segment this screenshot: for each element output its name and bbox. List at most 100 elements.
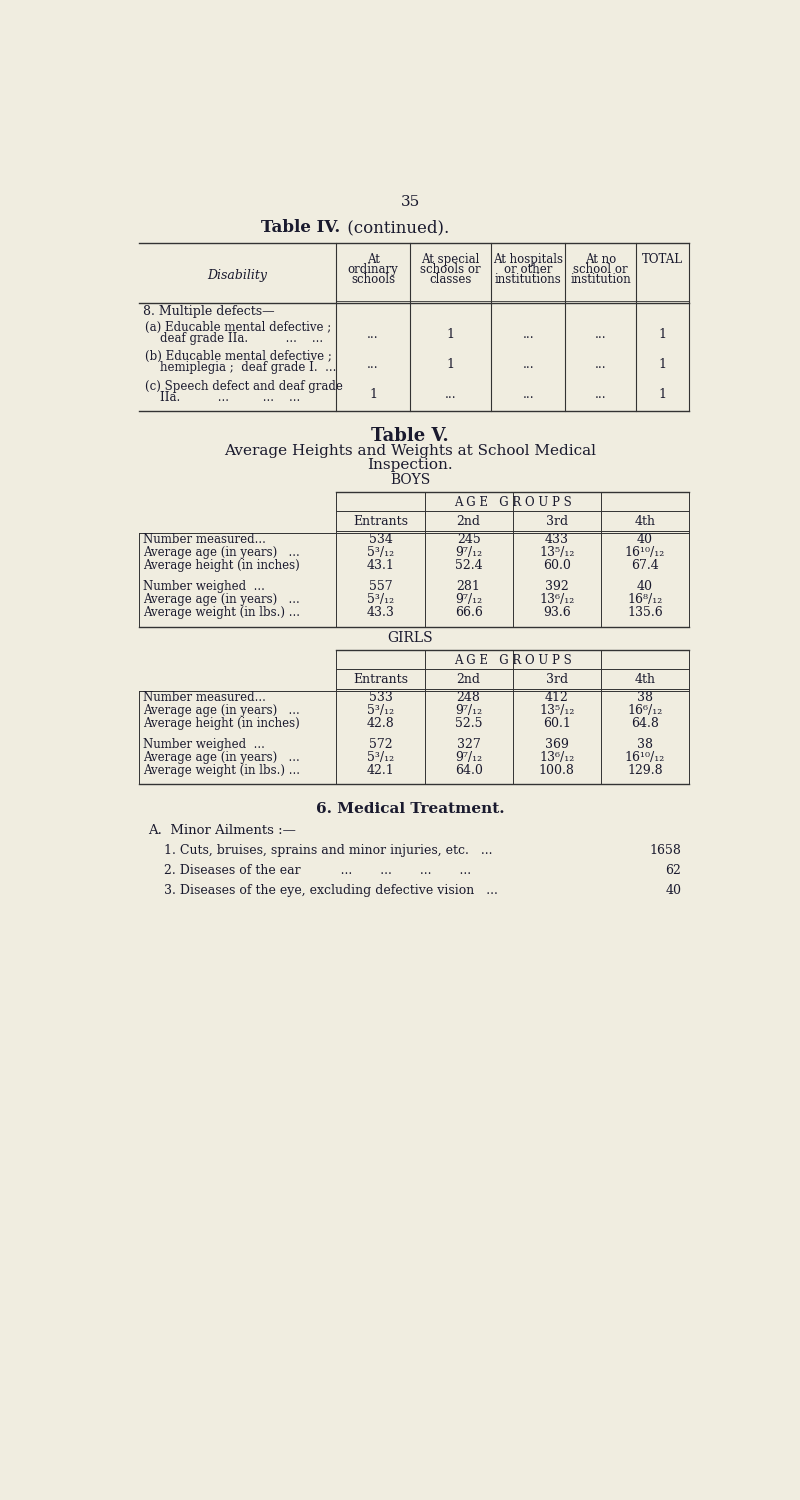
Text: 6. Medical Treatment.: 6. Medical Treatment. — [316, 802, 504, 816]
Text: 4th: 4th — [634, 674, 655, 686]
Text: Number weighed  ...: Number weighed ... — [142, 738, 265, 750]
Text: 3. Diseases of the eye, excluding defective vision   ...: 3. Diseases of the eye, excluding defect… — [163, 884, 498, 897]
Text: 40: 40 — [637, 579, 653, 592]
Text: Entrants: Entrants — [353, 674, 408, 686]
Text: 16⁶/₁₂: 16⁶/₁₂ — [627, 704, 662, 717]
Text: 9⁷/₁₂: 9⁷/₁₂ — [455, 750, 482, 764]
Text: institutions: institutions — [495, 273, 562, 286]
Text: 60.1: 60.1 — [543, 717, 570, 729]
Text: 369: 369 — [545, 738, 569, 750]
Text: 43.3: 43.3 — [366, 606, 394, 619]
Text: Average age (in years)   ...: Average age (in years) ... — [142, 592, 299, 606]
Text: 52.4: 52.4 — [454, 560, 482, 572]
Text: schools or: schools or — [420, 262, 481, 276]
Text: 52.5: 52.5 — [455, 717, 482, 729]
Text: A G E   G R O U P S: A G E G R O U P S — [454, 496, 571, 508]
Text: 9⁷/₁₂: 9⁷/₁₂ — [455, 546, 482, 560]
Text: 16⁸/₁₂: 16⁸/₁₂ — [627, 592, 662, 606]
Text: ...: ... — [595, 388, 606, 402]
Text: 135.6: 135.6 — [627, 606, 662, 619]
Text: 13⁵/₁₂: 13⁵/₁₂ — [539, 546, 574, 560]
Text: institution: institution — [570, 273, 631, 286]
Text: 42.8: 42.8 — [366, 717, 394, 729]
Text: 13⁶/₁₂: 13⁶/₁₂ — [539, 592, 574, 606]
Text: 412: 412 — [545, 690, 569, 703]
Text: 64.8: 64.8 — [631, 717, 659, 729]
Text: 3rd: 3rd — [546, 674, 568, 686]
Text: Average weight (in lbs.) ...: Average weight (in lbs.) ... — [142, 764, 300, 777]
Text: 2nd: 2nd — [457, 674, 481, 686]
Text: (c) Speech defect and deaf grade: (c) Speech defect and deaf grade — [145, 380, 343, 393]
Text: 16¹⁰/₁₂: 16¹⁰/₁₂ — [625, 546, 665, 560]
Text: 572: 572 — [369, 738, 392, 750]
Text: GIRLS: GIRLS — [387, 632, 433, 645]
Text: ...: ... — [367, 357, 379, 370]
Text: (b) Educable mental defective ;: (b) Educable mental defective ; — [145, 350, 332, 363]
Text: 35: 35 — [400, 195, 420, 208]
Text: 1658: 1658 — [650, 844, 682, 856]
Text: 281: 281 — [457, 579, 481, 592]
Text: At no: At no — [585, 254, 616, 266]
Text: 38: 38 — [637, 690, 653, 703]
Text: 40: 40 — [637, 532, 653, 546]
Text: 1: 1 — [369, 388, 377, 402]
Text: At hospitals: At hospitals — [493, 254, 563, 266]
Text: schools: schools — [351, 273, 395, 286]
Text: (continued).: (continued). — [342, 219, 449, 236]
Text: 40: 40 — [666, 884, 682, 897]
Text: IIa.          ...         ...    ...: IIa. ... ... ... — [145, 392, 300, 405]
Text: or other: or other — [504, 262, 552, 276]
Text: TOTAL: TOTAL — [642, 254, 683, 266]
Text: 5³/₁₂: 5³/₁₂ — [367, 750, 394, 764]
Text: 9⁷/₁₂: 9⁷/₁₂ — [455, 592, 482, 606]
Text: 1: 1 — [658, 357, 666, 370]
Text: 43.1: 43.1 — [366, 560, 394, 572]
Text: ...: ... — [522, 357, 534, 370]
Text: Number measured...: Number measured... — [142, 690, 266, 703]
Text: 3rd: 3rd — [546, 516, 568, 528]
Text: Average Heights and Weights at School Medical: Average Heights and Weights at School Me… — [224, 444, 596, 458]
Text: 16¹⁰/₁₂: 16¹⁰/₁₂ — [625, 750, 665, 764]
Text: school or: school or — [574, 262, 628, 276]
Text: 42.1: 42.1 — [366, 764, 394, 777]
Text: ...: ... — [595, 328, 606, 342]
Text: Disability: Disability — [207, 268, 267, 282]
Text: 67.4: 67.4 — [631, 560, 658, 572]
Text: 557: 557 — [369, 579, 392, 592]
Text: 5³/₁₂: 5³/₁₂ — [367, 704, 394, 717]
Text: 533: 533 — [369, 690, 392, 703]
Text: 129.8: 129.8 — [627, 764, 662, 777]
Text: Average weight (in lbs.) ...: Average weight (in lbs.) ... — [142, 606, 300, 619]
Text: 1: 1 — [658, 328, 666, 342]
Text: 4th: 4th — [634, 516, 655, 528]
Text: ...: ... — [445, 388, 457, 402]
Text: ...: ... — [595, 357, 606, 370]
Text: 13⁶/₁₂: 13⁶/₁₂ — [539, 750, 574, 764]
Text: BOYS: BOYS — [390, 474, 430, 488]
Text: 38: 38 — [637, 738, 653, 750]
Text: 60.0: 60.0 — [543, 560, 570, 572]
Text: hemiplegia ;  deaf grade I.  ...: hemiplegia ; deaf grade I. ... — [145, 362, 336, 375]
Text: deaf grade IIa.          ...    ...: deaf grade IIa. ... ... — [145, 332, 323, 345]
Text: ...: ... — [522, 388, 534, 402]
Text: 64.0: 64.0 — [454, 764, 482, 777]
Text: 5³/₁₂: 5³/₁₂ — [367, 546, 394, 560]
Text: 62: 62 — [666, 864, 682, 877]
Text: 13⁵/₁₂: 13⁵/₁₂ — [539, 704, 574, 717]
Text: 66.6: 66.6 — [454, 606, 482, 619]
Text: Number weighed  ...: Number weighed ... — [142, 579, 265, 592]
Text: 433: 433 — [545, 532, 569, 546]
Text: 1. Cuts, bruises, sprains and minor injuries, etc.   ...: 1. Cuts, bruises, sprains and minor inju… — [163, 844, 492, 856]
Text: 245: 245 — [457, 532, 481, 546]
Text: ...: ... — [367, 328, 379, 342]
Text: A.  Minor Ailments :—: A. Minor Ailments :— — [148, 824, 296, 837]
Text: 2. Diseases of the ear          ...       ...       ...       ...: 2. Diseases of the ear ... ... ... ... — [163, 864, 470, 877]
Text: 1: 1 — [446, 357, 454, 370]
Text: A G E   G R O U P S: A G E G R O U P S — [454, 654, 571, 668]
Text: At special: At special — [422, 254, 480, 266]
Text: Table IV.: Table IV. — [261, 219, 340, 236]
Text: 100.8: 100.8 — [539, 764, 574, 777]
Text: Entrants: Entrants — [353, 516, 408, 528]
Text: 93.6: 93.6 — [543, 606, 570, 619]
Text: 1: 1 — [446, 328, 454, 342]
